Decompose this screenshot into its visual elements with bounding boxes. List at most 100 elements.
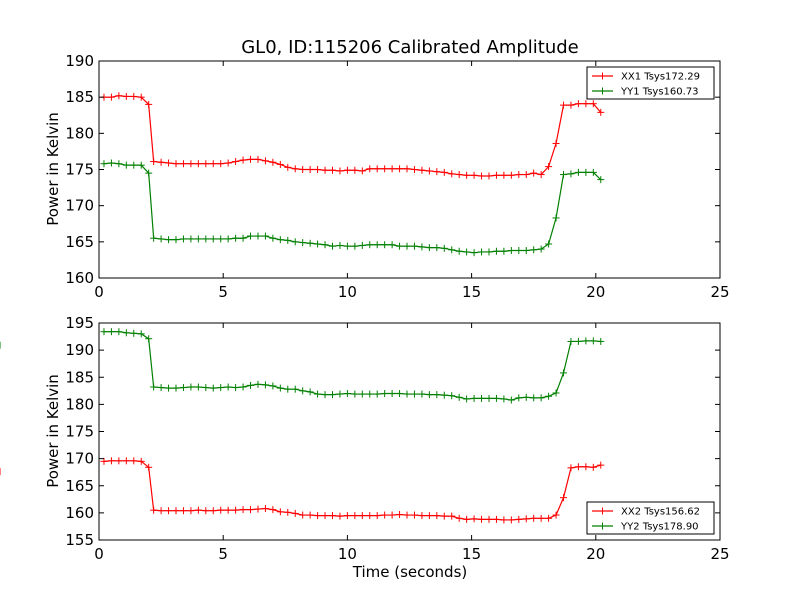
- top-series-2-point: [351, 242, 359, 250]
- top-series-2-point: [179, 235, 187, 243]
- top-series-2-point: [284, 236, 292, 244]
- bottom-series-1-point: [545, 514, 553, 522]
- bottom-series-2-point: [448, 392, 456, 400]
- bottom-series-2-point: [396, 390, 404, 398]
- bottom-series-1-point: [373, 512, 381, 520]
- top-series-1-point: [470, 171, 478, 179]
- bottom-series-2-point: [157, 384, 165, 392]
- top-series-1-point: [217, 160, 225, 168]
- top-x-tick-label: 20: [586, 283, 605, 301]
- bottom-series-1-point: [597, 461, 605, 469]
- top-series-2-point: [478, 248, 486, 256]
- bottom-series-1-point: [130, 457, 138, 465]
- bottom-x-tick-label: 20: [586, 545, 605, 563]
- top-series-2-point: [448, 246, 456, 254]
- top-y-tick-label: 185: [65, 88, 94, 106]
- top-series-1-point: [485, 172, 493, 180]
- top-series-1-point: [463, 171, 471, 179]
- bottom-series-2-point: [440, 391, 448, 399]
- bottom-series-1-point: [269, 506, 277, 514]
- bottom-series-2-point: [597, 337, 605, 345]
- top-series-1-point: [373, 165, 381, 173]
- top-x-tick-label: 25: [710, 283, 729, 301]
- bottom-series-2-point: [403, 390, 411, 398]
- top-series-2-point: [455, 247, 463, 255]
- top-series-1-point: [247, 155, 255, 163]
- bottom-series-2-point: [433, 391, 441, 399]
- top-series-2-point: [574, 168, 582, 176]
- top-series-2-point: [276, 236, 284, 244]
- bottom-y-tick-label: 190: [65, 341, 94, 359]
- bottom-series-1-point: [336, 512, 344, 520]
- bottom-series-1-point: [560, 494, 568, 502]
- top-series-1-point: [179, 160, 187, 168]
- bottom-series-2-point: [122, 329, 130, 337]
- bottom-y-tick-label: 155: [65, 531, 94, 549]
- bottom-series-1-point: [403, 511, 411, 519]
- top-series-1-point: [545, 163, 553, 171]
- bottom-x-tick-label: 5: [218, 545, 228, 563]
- bottom-series-1-point: [418, 512, 426, 520]
- bottom-series-2-point: [470, 394, 478, 402]
- bottom-series-2-point: [545, 392, 553, 400]
- top-chart-title: GL0, ID:115206 Calibrated Amplitude: [241, 37, 579, 58]
- top-series-2-point: [217, 235, 225, 243]
- top-series-2-point: [381, 241, 389, 249]
- top-legend-label: XX1 Tsys172.29: [621, 72, 700, 83]
- bottom-series-2-point: [381, 390, 389, 398]
- bottom-series-2-point: [336, 390, 344, 398]
- top-series-2-point: [492, 247, 500, 255]
- top-series-1-point: [122, 92, 130, 100]
- top-series-2-point: [560, 171, 568, 179]
- top-series-2-point: [463, 248, 471, 256]
- top-series-2-point: [299, 239, 307, 247]
- top-x-tick-label: 15: [462, 283, 481, 301]
- top-series-2-point: [403, 242, 411, 250]
- bottom-series-1-point: [507, 516, 515, 524]
- top-series-1-point: [254, 155, 262, 163]
- bottom-series-1-point: [530, 514, 538, 522]
- top-series-2-point: [328, 242, 336, 250]
- bottom-series-2-point: [463, 395, 471, 403]
- top-series-2-point: [137, 161, 145, 169]
- top-series-2-point: [202, 235, 210, 243]
- bottom-series-2-point: [314, 390, 322, 398]
- bottom-series-1-point: [247, 506, 255, 514]
- top-series-2-point: [269, 234, 277, 242]
- bottom-series-2-point: [232, 384, 240, 392]
- top-series-2-point: [306, 239, 314, 247]
- bottom-series-2-point: [209, 384, 217, 392]
- bottom-series-1-point: [582, 463, 590, 471]
- top-series-1-point: [597, 108, 605, 116]
- bottom-x-tick-label: 10: [338, 545, 357, 563]
- top-series-2-point: [187, 235, 195, 243]
- top-series-2-point: [314, 240, 322, 248]
- bottom-series-1-point: [172, 507, 180, 515]
- bottom-series-1-point: [284, 508, 292, 516]
- bottom-series-2-point: [179, 384, 187, 392]
- top-x-tick-label: 10: [338, 283, 357, 301]
- top-series-1-point: [165, 159, 173, 167]
- top-series-1-point: [172, 160, 180, 168]
- bottom-series-2-point: [366, 390, 374, 398]
- top-series-2-point: [597, 176, 605, 184]
- top-series-2-point: [261, 232, 269, 240]
- top-series-2-point: [107, 159, 115, 167]
- top-series-1-point: [209, 160, 217, 168]
- top-series-1-point: [321, 166, 329, 174]
- top-series-1-point: [403, 165, 411, 173]
- bottom-series-2-point: [202, 384, 210, 392]
- bottom-series-1-point: [410, 511, 418, 519]
- bottom-series-2-point: [485, 394, 493, 402]
- top-series-1-point: [522, 171, 530, 179]
- bottom-series-1-point: [150, 506, 158, 514]
- bottom-chart: Time (seconds) Power in Kelvin 0 5 10 15 20 2…: [0, 314, 730, 581]
- top-series-1-point: [291, 165, 299, 173]
- top-series-2-point: [366, 241, 374, 249]
- top-series-1-point: [284, 163, 292, 171]
- bottom-series-1-point: [552, 511, 560, 519]
- bottom-series-2-point: [137, 330, 145, 338]
- top-series-1-point: [425, 167, 433, 175]
- top-series-1-point: [448, 170, 456, 178]
